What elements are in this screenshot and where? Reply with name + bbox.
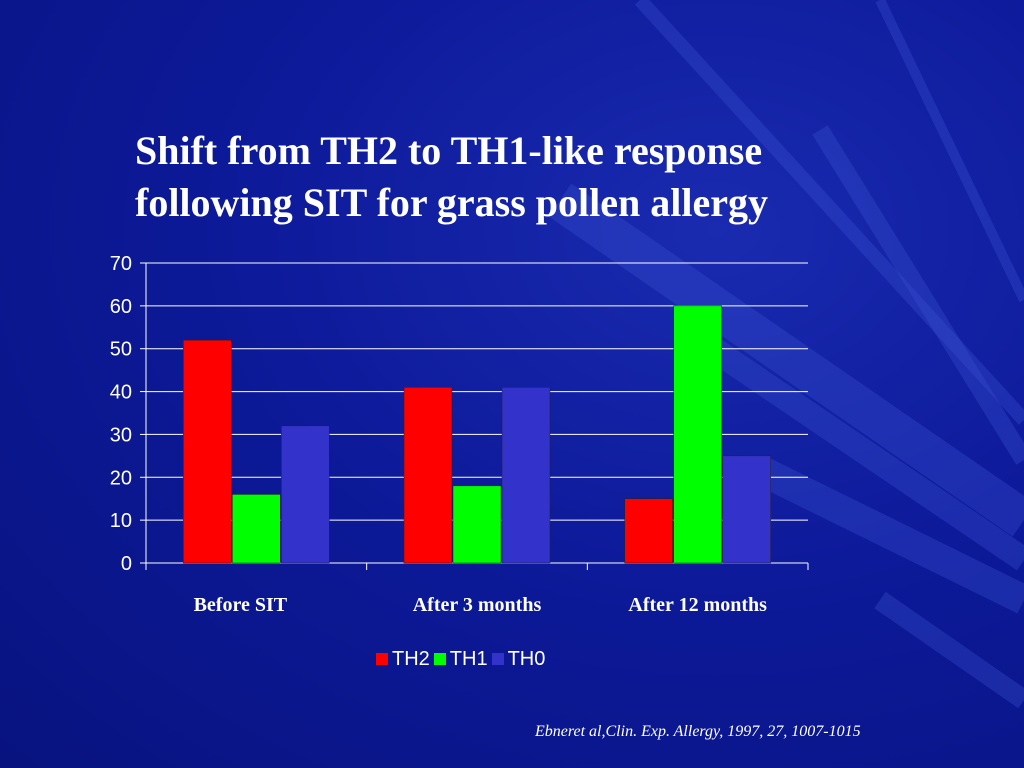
title-line-2: following SIT for grass pollen allergy	[135, 180, 769, 225]
legend-swatch-th1	[433, 653, 446, 665]
citation: Ebneret al,Clin. Exp. Allergy, 1997, 27,…	[535, 723, 861, 740]
legend-label-th2: TH2	[392, 647, 430, 670]
bar-th1-3	[673, 305, 722, 564]
bar-th2-2	[403, 387, 453, 564]
y-tick-label: 0	[121, 553, 132, 575]
y-tick-label: 60	[110, 296, 132, 318]
legend-item-th0: TH0	[491, 647, 546, 671]
bar-th1-1	[232, 494, 281, 564]
legend-label-th0: TH0	[507, 647, 546, 670]
legend-item-th2: TH2	[376, 648, 430, 671]
bar-th2-1	[183, 339, 232, 564]
y-tick-label: 30	[110, 424, 132, 446]
bar-th0-2	[501, 387, 551, 564]
x-category-label: Before SIT	[194, 594, 288, 616]
y-tick-label: 50	[110, 339, 132, 361]
bar-th1-2	[452, 485, 502, 564]
legend-label-th1: TH1	[449, 647, 488, 670]
bar-th0-3	[722, 455, 771, 564]
y-tick-label: 40	[110, 382, 132, 404]
x-category-label: After 3 months	[413, 594, 542, 616]
chart-legend: TH2 TH1 TH0	[376, 646, 549, 672]
slide-title: Shift from TH2 to TH1-like response foll…	[135, 125, 895, 229]
legend-swatch-th2	[376, 653, 388, 665]
bar-th0-1	[281, 425, 330, 564]
bar-th2-3	[624, 498, 673, 564]
y-tick-label: 10	[110, 510, 132, 532]
legend-item-th1: TH1	[433, 647, 488, 671]
y-tick-label: 70	[110, 253, 132, 275]
x-category-label: After 12 months	[628, 594, 767, 616]
y-tick-label: 20	[110, 467, 132, 489]
title-line-1: Shift from TH2 to TH1-like response	[135, 128, 763, 173]
legend-swatch-th0	[491, 653, 504, 665]
